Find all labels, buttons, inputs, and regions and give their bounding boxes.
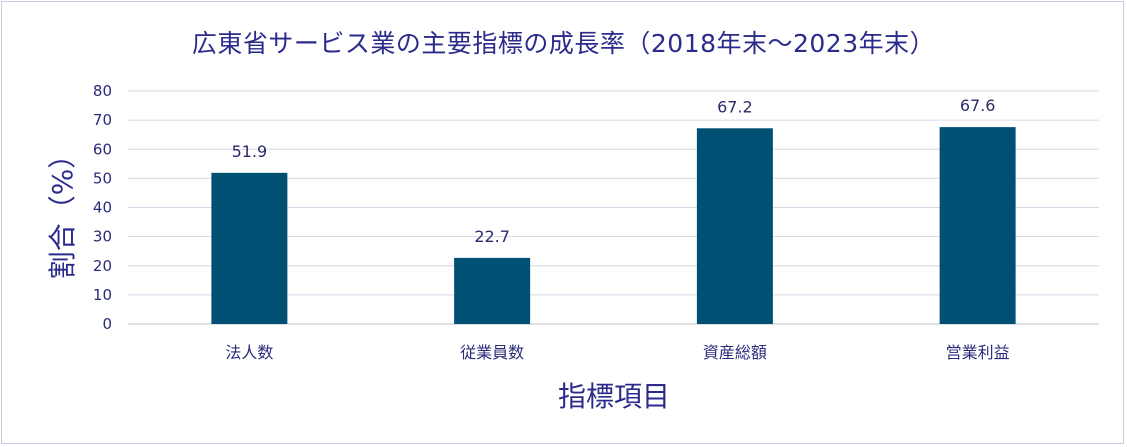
- category-label: 従業員数: [460, 343, 524, 362]
- bar: [696, 128, 773, 324]
- data-label: 51.9: [232, 142, 268, 161]
- y-tick-label: 60: [93, 140, 112, 158]
- y-tick-label: 40: [93, 199, 112, 217]
- category-labels: 法人数 従業員数 資産総額 営業利益: [225, 343, 1009, 362]
- y-tick-label: 10: [93, 286, 112, 304]
- bar: [454, 257, 531, 324]
- bars: [211, 127, 1016, 325]
- data-label: 22.7: [474, 227, 510, 246]
- y-tick-label: 70: [93, 111, 112, 129]
- category-label: 資産総額: [703, 343, 767, 362]
- data-labels: 51.9 22.7 67.2 67.6: [232, 96, 996, 246]
- data-label: 67.6: [960, 96, 996, 115]
- y-tick-label: 80: [93, 82, 112, 100]
- y-tick-label: 0: [102, 315, 112, 333]
- gridlines: [128, 90, 1099, 325]
- y-tick-label: 20: [93, 257, 112, 275]
- bar: [211, 172, 288, 324]
- chart-title: 広東省サービス業の主要指標の成長率（2018年末〜2023年末）: [191, 29, 936, 58]
- y-axis-title: 割合（%）: [46, 141, 79, 280]
- category-label: 営業利益: [946, 343, 1010, 362]
- bar: [939, 127, 1016, 325]
- x-axis-title: 指標項目: [558, 380, 670, 413]
- category-label: 法人数: [225, 343, 273, 362]
- y-tick-label: 30: [93, 228, 112, 246]
- y-tick-labels: 0 10 20 30 40 50 60 70 80: [93, 82, 112, 333]
- y-tick-label: 50: [93, 169, 112, 187]
- data-label: 67.2: [717, 97, 753, 116]
